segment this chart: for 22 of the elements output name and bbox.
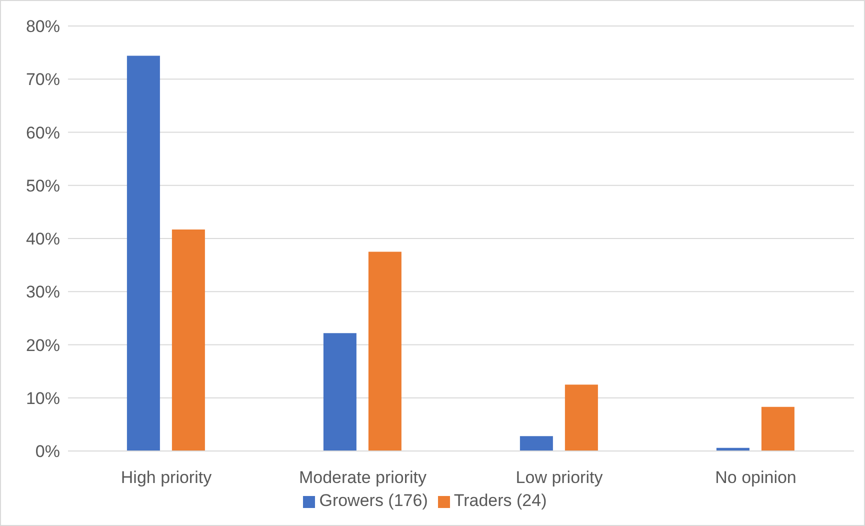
y-tick-label: 50% xyxy=(26,176,60,196)
x-tick-label: No opinion xyxy=(715,468,796,488)
y-tick-label: 70% xyxy=(26,70,60,90)
bar xyxy=(368,252,402,451)
bar xyxy=(172,229,205,451)
y-tick-label: 30% xyxy=(26,282,60,302)
bar xyxy=(323,333,356,451)
bar xyxy=(520,436,553,451)
y-tick-label: 80% xyxy=(26,17,60,36)
x-tick-label: High priority xyxy=(120,468,212,488)
legend-label: Growers (176) xyxy=(319,491,428,510)
x-tick-label: Low priority xyxy=(516,468,604,488)
y-tick-label: 20% xyxy=(26,336,60,355)
bar xyxy=(761,406,794,451)
y-tick-label: 10% xyxy=(26,388,60,408)
bar xyxy=(126,56,160,451)
x-tick-label: Moderate priority xyxy=(298,468,428,488)
bar xyxy=(564,384,598,451)
y-tick-label: 0% xyxy=(35,442,60,462)
y-tick-label: 40% xyxy=(26,230,60,249)
y-tick-label: 60% xyxy=(26,123,60,142)
legend-label: Traders (24) xyxy=(454,491,547,510)
